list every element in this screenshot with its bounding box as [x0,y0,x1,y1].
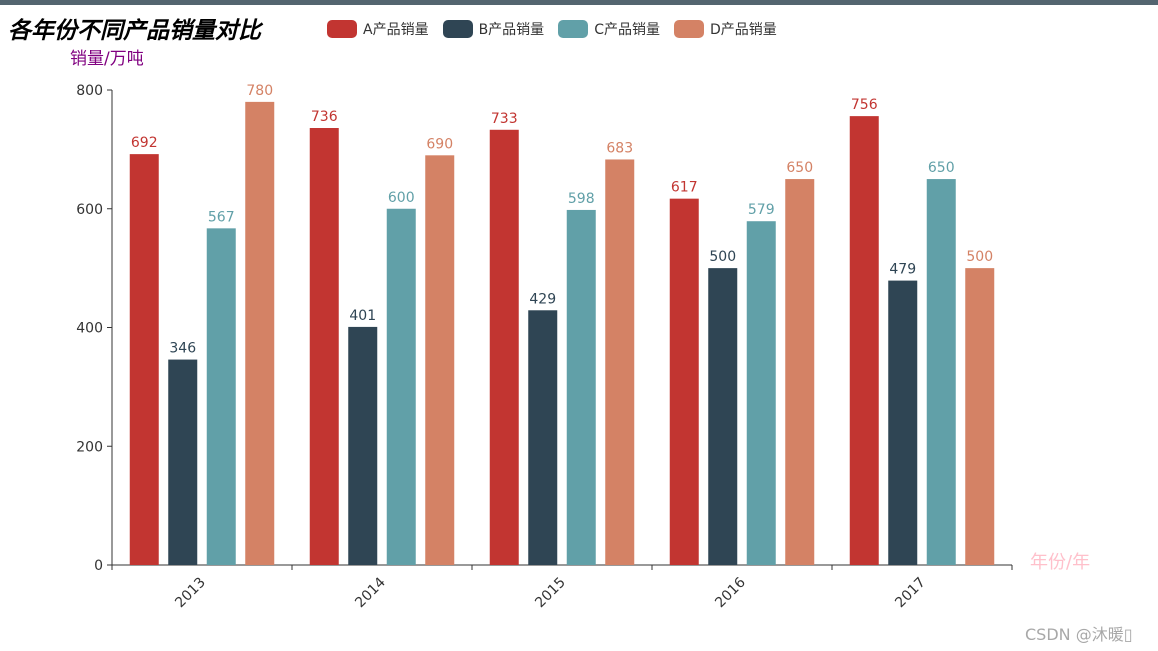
bar-value-label: 567 [208,209,235,225]
chart-title: 各年份不同产品销量对比 [8,18,261,44]
y-tick-label: 400 [76,321,103,337]
y-tick-label: 200 [76,439,103,455]
legend-item-a[interactable]: A产品销量 [327,19,429,39]
y-tick-label: 0 [94,558,103,574]
legend-swatch [673,20,704,38]
bar-value-label: 650 [786,160,813,176]
bar [926,179,956,565]
x-tick-label: 2016 [712,574,749,611]
bar [566,209,596,565]
y-axis-title: 销量/万吨 [70,49,144,69]
watermark: CSDN @沐暖▯ [1025,625,1133,644]
legend-label: C产品销量 [594,22,660,38]
bar [746,221,776,565]
bar [489,129,519,565]
bar-value-label: 600 [388,190,415,206]
top-accent-bar [0,0,1158,5]
bar [708,268,738,565]
legend-swatch [558,20,589,38]
bar-value-label: 733 [491,111,518,127]
bar-value-label: 500 [966,249,993,265]
legend-label: D产品销量 [709,22,777,38]
bar [245,101,275,565]
bar [849,116,879,565]
bar [528,310,558,565]
bar [785,179,815,565]
x-axis-title: 年份/年 [1030,552,1091,573]
legend-swatch [442,20,473,38]
bar-value-label: 690 [426,136,453,152]
bar [605,159,635,565]
bar-value-label: 401 [349,308,376,324]
bar-value-label: 579 [748,202,775,218]
x-tick-label: 2017 [892,575,929,612]
x-tick-label: 2015 [532,575,569,612]
bar-value-label: 683 [606,140,633,156]
bar-value-label: 617 [671,180,698,196]
bar [425,155,455,565]
x-tick-label: 2014 [352,574,389,611]
bar-value-label: 429 [529,291,556,307]
bar-value-label: 479 [889,262,916,278]
bar [348,326,378,565]
bar [386,208,416,565]
x-tick-label: 2013 [172,575,209,612]
bar-value-label: 598 [568,191,595,207]
bar-value-label: 692 [131,135,158,151]
y-tick-label: 600 [76,202,103,218]
bar [168,359,198,565]
bar-value-label: 500 [709,249,736,265]
legend-label: B产品销量 [478,22,545,38]
bar-value-label: 346 [169,341,196,357]
bar-value-label: 780 [246,83,273,99]
bar [965,268,995,565]
chart-legend[interactable]: A产品销量 B产品销量 C产品销量 D产品销量 [327,18,777,40]
bar-value-label: 736 [311,109,338,125]
bar [888,280,918,565]
bar-value-label: 756 [851,97,878,113]
legend-swatch [327,20,357,38]
legend-item-b[interactable]: B产品销量 [442,19,545,39]
y-tick-label: 800 [76,83,103,99]
bar-value-label: 650 [928,160,955,176]
legend-item-c[interactable]: C产品销量 [558,19,660,39]
bar [206,228,236,565]
bar [129,154,159,565]
legend-item-d[interactable]: D产品销量 [673,19,777,39]
bar [309,128,339,565]
bar [669,198,699,565]
legend-label: A产品销量 [363,22,429,38]
